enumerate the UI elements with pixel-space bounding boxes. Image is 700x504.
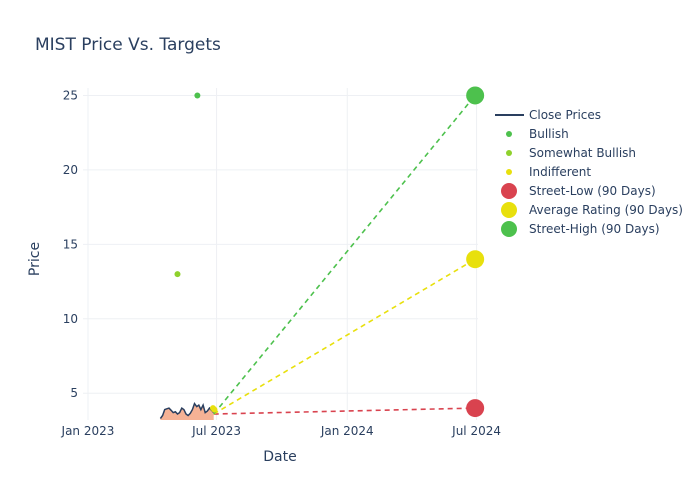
tick-layer: 5 10 15 20 25 Jan 2023 Jul 2023 Jan 2024 Jul 202… [61, 88, 501, 438]
legend-label: Indifferent [529, 165, 591, 179]
legend-label: Bullish [529, 127, 569, 141]
bullish-marker [194, 92, 201, 99]
street-high-90-days-target-point [466, 86, 485, 105]
legend-item-indifferent[interactable]: Indifferent [506, 165, 591, 179]
legend-item-close-prices[interactable]: Close Prices [495, 108, 601, 122]
legend-label: Close Prices [529, 108, 601, 122]
x-axis-label: Date [263, 449, 296, 465]
close-price-area [160, 403, 214, 420]
legend-swatch-dot [506, 169, 512, 175]
average-rating-90-days-target-line [213, 258, 476, 415]
legend-label: Street-Low (90 Days) [529, 184, 656, 198]
legend-label: Somewhat Bullish [529, 146, 636, 160]
y-tick-label: 5 [70, 386, 78, 400]
legend-item-somewhat-bullish[interactable]: Somewhat Bullish [506, 146, 636, 160]
y-tick-label: 20 [63, 163, 78, 177]
x-tick-label: Jan 2023 [61, 424, 115, 438]
street-low-90-days-target-point [466, 399, 485, 418]
indifferent-marker [211, 406, 218, 413]
x-tick-label: Jul 2024 [451, 424, 501, 438]
somewhat-bullish-marker [174, 271, 181, 278]
legend[interactable]: Close Prices Bullish Somewhat Bullish Indif… [495, 108, 683, 237]
average-rating-90-days-target-point [466, 250, 485, 269]
y-tick-label: 15 [63, 237, 78, 251]
legend-label: Average Rating (90 Days) [529, 203, 683, 217]
grid-layer [83, 88, 478, 420]
close-price-line [159, 402, 215, 419]
street-low-90-days-target-line [213, 407, 476, 415]
y-tick-label: 25 [63, 88, 78, 102]
legend-item-street-high-90-days[interactable]: Street-High (90 Days) [501, 221, 660, 237]
legend-label: Street-High (90 Days) [529, 222, 660, 236]
street-high-90-days-target-line [213, 94, 476, 415]
x-tick-label: Jan 2024 [320, 424, 374, 438]
legend-item-street-low-90-days[interactable]: Street-Low (90 Days) [501, 183, 656, 199]
legend-item-bullish[interactable]: Bullish [506, 127, 569, 141]
chart-title: MIST Price Vs. Targets [35, 35, 221, 55]
x-tick-label: Jul 2023 [191, 424, 241, 438]
y-axis-label: Price [27, 242, 43, 276]
legend-item-average-rating-90-days[interactable]: Average Rating (90 Days) [501, 202, 683, 218]
legend-swatch-dot [506, 131, 512, 137]
plot-layer [159, 86, 485, 420]
legend-swatch-dot [506, 150, 512, 156]
legend-swatch-dot [501, 183, 517, 199]
legend-swatch-dot [501, 221, 517, 237]
y-tick-label: 10 [63, 312, 78, 326]
legend-swatch-dot [501, 202, 517, 218]
